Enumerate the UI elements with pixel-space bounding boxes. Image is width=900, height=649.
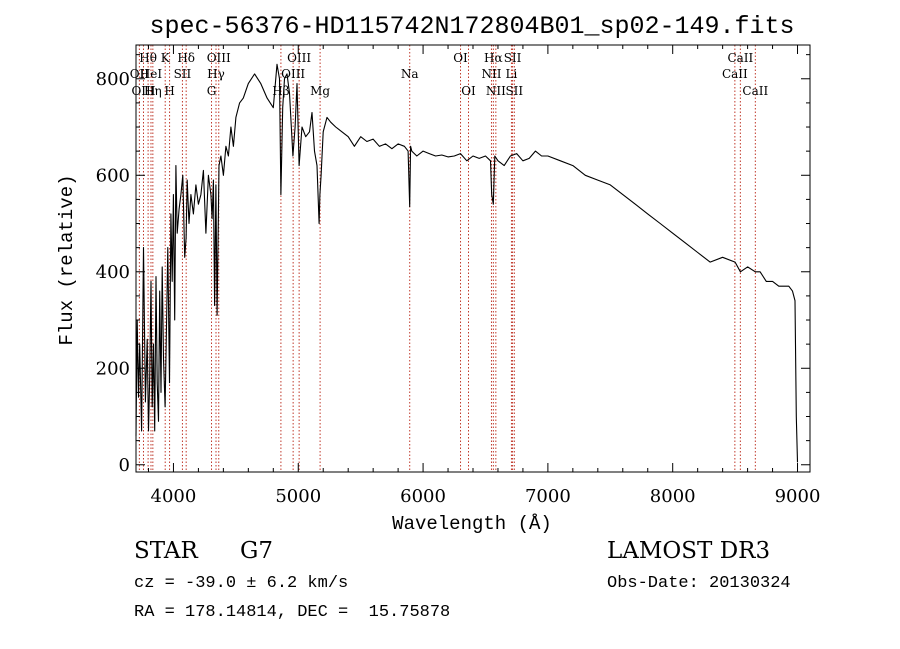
- y-tick-label: 400: [96, 262, 130, 283]
- x-tick-label: 4000: [151, 486, 197, 507]
- redshift-velocity: cz = -39.0 ± 6.2 km/s: [134, 574, 349, 593]
- spectral-line-label: SII: [505, 84, 523, 98]
- x-tick-label: 8000: [650, 486, 696, 507]
- annotation-lines: [138, 45, 756, 472]
- spectral-line-label: HeI: [140, 67, 163, 81]
- y-tick-label: 0: [119, 455, 130, 476]
- x-tick-label: 6000: [400, 486, 446, 507]
- ra-dec-coordinates: RA = 178.14814, DEC = 15.75878: [134, 603, 451, 622]
- spectral-line-label: OII: [130, 67, 150, 81]
- spectral-line-label: CaII: [742, 84, 768, 98]
- spectral-line-label: Hδ: [177, 51, 195, 65]
- spectral-line-label: OI: [461, 84, 476, 98]
- spectral-line-label: OIII: [287, 51, 311, 65]
- spectral-line-label: OI: [453, 51, 468, 65]
- spectral-line-label: K: [161, 51, 171, 65]
- spectral-line-label: Na: [401, 67, 419, 81]
- spectral-line-label: CaII: [727, 51, 753, 65]
- spectral-line-label: Hβ: [272, 84, 289, 98]
- plot-frame: [135, 44, 811, 473]
- spectral-line-label: Li: [506, 67, 518, 81]
- y-axis: 0 200 400 600 800: [96, 54, 810, 476]
- spectral-line-label: Hθ: [139, 51, 157, 65]
- x-tick-label: 5000: [275, 486, 321, 507]
- spectral-line-label: H: [164, 84, 174, 98]
- spectral-line-label: Mg: [310, 84, 330, 98]
- x-axis: 4000 5000 6000 7000 8000 9000: [147, 45, 821, 507]
- spectral-line-label: OIII: [131, 84, 155, 98]
- y-tick-label: 200: [96, 358, 130, 379]
- spectral-line-label: SII: [174, 67, 192, 81]
- spectral-line-label: NII: [486, 84, 506, 98]
- survey-label: LAMOST DR3: [607, 538, 771, 564]
- object-subclass: G7: [240, 538, 274, 564]
- x-tick-label: 9000: [775, 486, 821, 507]
- spectral-line-label: Hη: [144, 84, 162, 98]
- spectrum-line: [135, 63, 799, 463]
- chart-title: spec-56376-HD115742N172804B01_sp02-149.f…: [149, 12, 794, 41]
- spectral-line-label: Hγ: [207, 67, 225, 81]
- spectral-line-label: NII: [481, 67, 501, 81]
- spectral-line-label: SII: [504, 51, 522, 65]
- object-class: STAR: [134, 538, 198, 564]
- spectral-line-label: CaII: [722, 67, 748, 81]
- spectral-line-label: Hα: [484, 51, 503, 65]
- y-tick-label: 800: [96, 69, 130, 90]
- y-tick-label: 600: [96, 165, 130, 186]
- y-axis-label: Flux (relative): [56, 174, 78, 345]
- spectral-line-label: OIII: [207, 51, 231, 65]
- x-axis-label: Wavelength (Å): [392, 513, 552, 535]
- observation-date: Obs-Date: 20130324: [607, 574, 791, 593]
- spectral-line-label: G: [207, 84, 217, 98]
- x-tick-label: 7000: [525, 486, 571, 507]
